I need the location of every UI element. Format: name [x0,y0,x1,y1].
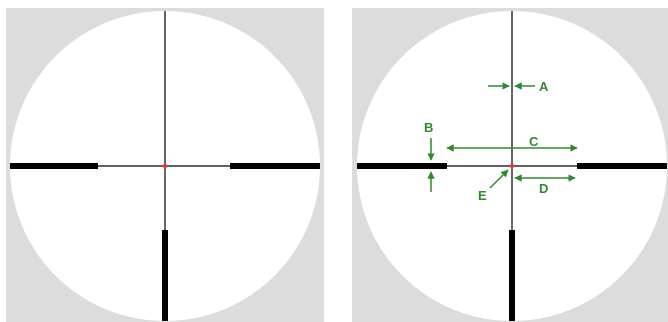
left-panel [6,8,324,322]
label-a: A [539,79,549,94]
dimension-e [489,169,509,189]
label-e: E [478,188,487,203]
left-post-right [230,163,320,169]
left-center-dot [162,163,168,169]
label-b: B [424,120,433,135]
right-post-right [577,163,667,169]
left-post-bottom [162,230,168,321]
left-post-left [10,163,98,169]
right-post-bottom [509,230,515,321]
right-center-dot [509,163,515,169]
label-d: D [539,181,548,196]
label-c: C [529,134,539,149]
right-post-left [357,163,447,169]
right-panel: A B C D E [352,8,668,322]
